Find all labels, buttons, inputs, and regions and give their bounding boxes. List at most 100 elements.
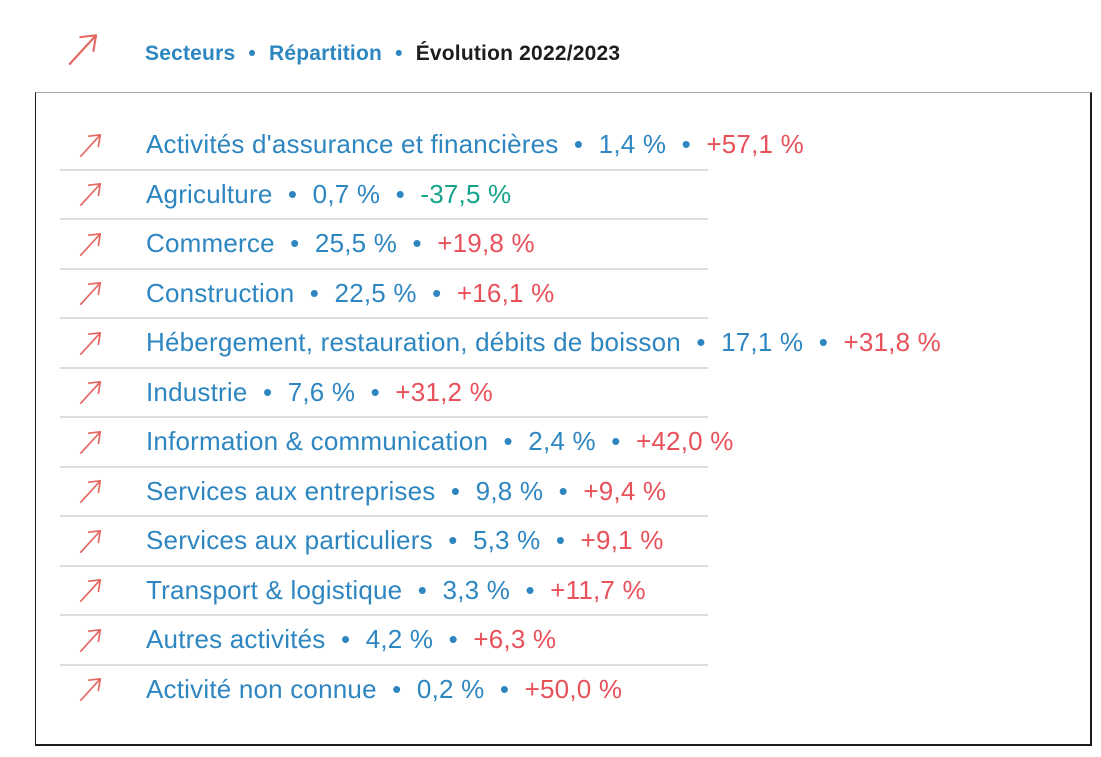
sector-name: Autres activités bbox=[146, 624, 326, 655]
bullet-separator: • bbox=[417, 574, 428, 605]
trend-arrow-icon[interactable] bbox=[78, 131, 104, 159]
sector-name: Agriculture bbox=[146, 178, 273, 209]
sector-share-value: 0,7 % bbox=[312, 178, 381, 209]
sector-row-text: Autres activités • 4,2 % • +6,3 % bbox=[146, 624, 556, 655]
sector-evolution-value: +31,8 % bbox=[843, 327, 941, 358]
breadcrumb-separator: • bbox=[395, 42, 403, 65]
sector-share-value: 7,6 % bbox=[287, 376, 356, 407]
sector-row-text: Agriculture • 0,7 % • -37,5 % bbox=[146, 179, 511, 210]
sector-share-value: 9,8 % bbox=[475, 475, 544, 506]
sector-evolution-value: +50,0 % bbox=[524, 673, 623, 704]
sector-name: Industrie bbox=[146, 376, 248, 407]
sector-name: Construction bbox=[146, 277, 295, 308]
sector-evolution-value: +42,0 % bbox=[635, 426, 734, 457]
sector-share-value: 17,1 % bbox=[721, 327, 804, 358]
header-trend-arrow-icon bbox=[66, 30, 101, 73]
bullet-separator: • bbox=[262, 376, 273, 407]
breadcrumb-item-secteurs[interactable]: Secteurs bbox=[145, 42, 236, 65]
sector-evolution-value: +19,8 % bbox=[437, 228, 535, 259]
trend-arrow-icon[interactable] bbox=[78, 675, 104, 703]
sector-row-text: Services aux particuliers • 5,3 % • +9,1… bbox=[146, 525, 664, 556]
breadcrumb-item-repartition[interactable]: Répartition bbox=[268, 42, 383, 65]
bullet-separator: • bbox=[309, 277, 320, 308]
sector-name: Information & communication bbox=[146, 426, 489, 457]
sector-evolution-value: +16,1 % bbox=[456, 277, 555, 308]
trend-arrow-icon[interactable] bbox=[78, 378, 104, 406]
sector-row-text: Construction • 22,5 % • +16,1 % bbox=[146, 278, 554, 309]
sector-row-text: Services aux entreprises • 9,8 % • +9,4 … bbox=[146, 476, 666, 507]
trend-arrow-icon[interactable] bbox=[78, 428, 104, 456]
trend-arrow-icon[interactable] bbox=[78, 576, 104, 604]
sector-evolution-value: +57,1 % bbox=[706, 129, 804, 160]
sector-row-text: Information & communication • 2,4 % • +4… bbox=[146, 426, 734, 457]
bullet-separator: • bbox=[611, 426, 621, 457]
sector-share-value: 1,4 % bbox=[598, 129, 667, 160]
sector-row-text: Activité non connue • 0,2 % • +50,0 % bbox=[146, 674, 622, 705]
trend-arrow-icon[interactable] bbox=[78, 626, 104, 654]
sector-share-value: 2,4 % bbox=[528, 426, 596, 457]
sector-name: Services aux particuliers bbox=[146, 525, 433, 556]
sector-row[interactable]: Transport & logistique • 3,3 % • +11,7 % bbox=[36, 566, 1090, 616]
trend-arrow-icon[interactable] bbox=[78, 279, 104, 307]
sector-share-value: 3,3 % bbox=[442, 574, 511, 605]
bullet-separator: • bbox=[448, 525, 458, 556]
sector-name: Activité non connue bbox=[146, 673, 377, 704]
bullet-separator: • bbox=[290, 228, 300, 259]
bullet-separator: • bbox=[555, 525, 566, 556]
bullet-separator: • bbox=[525, 574, 535, 605]
bullet-separator: • bbox=[696, 327, 706, 358]
sector-share-value: 0,2 % bbox=[416, 673, 485, 704]
sector-row[interactable]: Services aux entreprises • 9,8 % • +9,4 … bbox=[36, 467, 1090, 517]
sector-evolution-value: +6,3 % bbox=[473, 624, 557, 655]
bullet-separator: • bbox=[412, 228, 422, 259]
trend-arrow-icon[interactable] bbox=[78, 527, 104, 555]
sector-name: Services aux entreprises bbox=[146, 475, 436, 506]
sector-row-text: Industrie • 7,6 % • +31,2 % bbox=[146, 377, 493, 408]
sector-evolution-value: +9,1 % bbox=[580, 525, 664, 556]
sector-row[interactable]: Commerce • 25,5 % • +19,8 % bbox=[36, 219, 1090, 269]
bullet-separator: • bbox=[448, 624, 458, 655]
sector-panel: Activités d'assurance et financières • 1… bbox=[35, 92, 1092, 746]
sector-name: Activités d'assurance et financières bbox=[146, 129, 559, 160]
sector-row[interactable]: Activités d'assurance et financières • 1… bbox=[36, 120, 1090, 170]
trend-arrow-icon[interactable] bbox=[78, 329, 104, 357]
sector-evolution-value: +31,2 % bbox=[395, 376, 493, 407]
sector-row-text: Commerce • 25,5 % • +19,8 % bbox=[146, 228, 535, 259]
breadcrumb-item-evolution-current: Évolution 2022/2023 bbox=[415, 42, 621, 65]
trend-arrow-icon[interactable] bbox=[78, 180, 104, 208]
sector-row[interactable]: Industrie • 7,6 % • +31,2 % bbox=[36, 368, 1090, 418]
bullet-separator: • bbox=[340, 624, 351, 655]
bullet-separator: • bbox=[370, 376, 380, 407]
sector-row[interactable]: Agriculture • 0,7 % • -37,5 % bbox=[36, 170, 1090, 220]
breadcrumb-separator: • bbox=[248, 42, 256, 65]
sector-row[interactable]: Hébergement, restauration, débits de boi… bbox=[36, 318, 1090, 368]
breadcrumb: Secteurs • Répartition • Évolution 2022/… bbox=[145, 42, 620, 66]
sector-row[interactable]: Services aux particuliers • 5,3 % • +9,1… bbox=[36, 516, 1090, 566]
sector-row[interactable]: Construction • 22,5 % • +16,1 % bbox=[36, 269, 1090, 319]
sector-row[interactable]: Information & communication • 2,4 % • +4… bbox=[36, 417, 1090, 467]
trend-arrow-icon[interactable] bbox=[78, 230, 104, 258]
sector-row-text: Hébergement, restauration, débits de boi… bbox=[146, 327, 941, 358]
bullet-separator: • bbox=[395, 178, 405, 209]
bullet-separator: • bbox=[503, 426, 513, 457]
sector-share-value: 5,3 % bbox=[472, 525, 541, 556]
sector-row[interactable]: Activité non connue • 0,2 % • +50,0 % bbox=[36, 665, 1090, 715]
sector-name: Commerce bbox=[146, 228, 275, 259]
bullet-separator: • bbox=[573, 129, 584, 160]
sector-share-value: 25,5 % bbox=[314, 228, 398, 259]
sector-row-text: Transport & logistique • 3,3 % • +11,7 % bbox=[146, 575, 646, 606]
bullet-separator: • bbox=[450, 475, 461, 506]
sector-name: Transport & logistique bbox=[146, 574, 403, 605]
bullet-separator: • bbox=[558, 475, 568, 506]
sector-share-value: 4,2 % bbox=[365, 624, 434, 655]
bullet-separator: • bbox=[818, 327, 828, 358]
bullet-separator: • bbox=[681, 129, 691, 160]
bullet-separator: • bbox=[287, 178, 298, 209]
sector-list: Activités d'assurance et financières • 1… bbox=[36, 120, 1090, 714]
trend-arrow-icon[interactable] bbox=[78, 477, 104, 505]
sector-share-value: 22,5 % bbox=[334, 277, 417, 308]
bullet-separator: • bbox=[432, 277, 442, 308]
sector-evolution-value: +11,7 % bbox=[550, 574, 646, 605]
sector-row[interactable]: Autres activités • 4,2 % • +6,3 % bbox=[36, 615, 1090, 665]
sector-evolution-value: -37,5 % bbox=[420, 178, 512, 209]
